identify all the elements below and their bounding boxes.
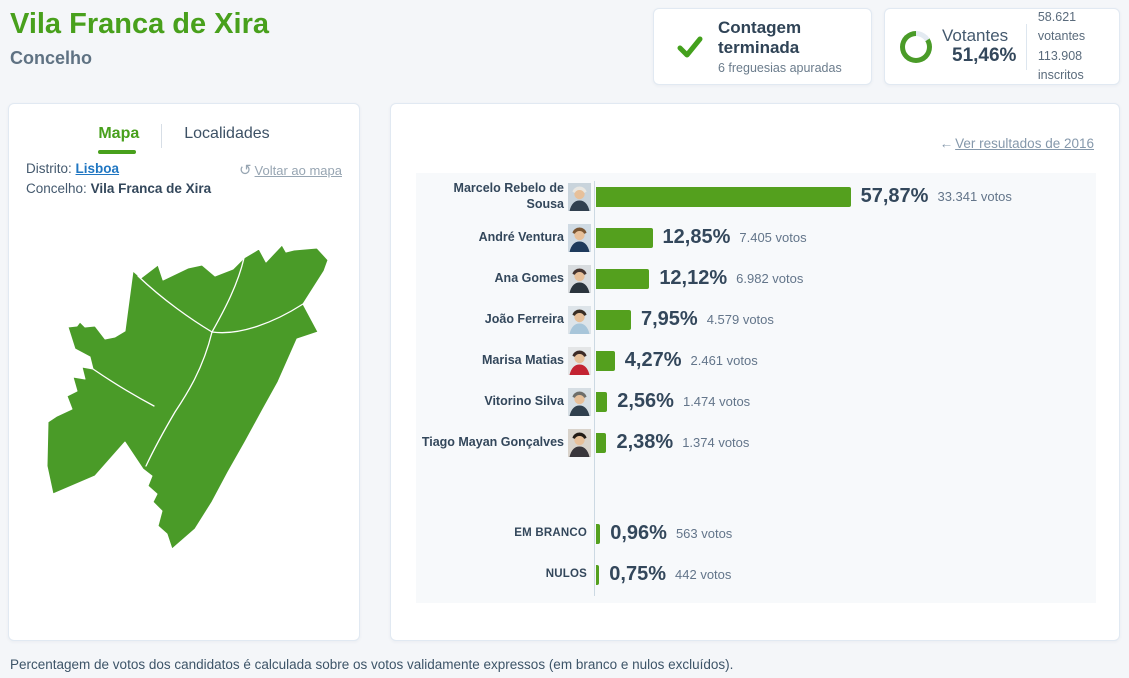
result-percent: 7,95% <box>640 308 698 330</box>
turnout-voters: 58.621 votantes <box>1037 9 1086 44</box>
count-status-title: Contagem terminada <box>718 17 802 57</box>
count-status-subtitle: 6 freguesias apuradas <box>718 61 842 76</box>
district-label: Distrito: <box>26 161 72 176</box>
result-votes: 442 votos <box>675 567 732 582</box>
result-votes: 33.341 votos <box>937 189 1012 204</box>
candidate-name: Vitorino Silva <box>484 393 564 408</box>
result-bar <box>596 350 615 371</box>
council-line: Concelho: Vila Franca de Xira <box>26 181 342 196</box>
result-bar <box>596 186 851 207</box>
result-percent: 2,56% <box>617 390 674 412</box>
result-votes: 563 votos <box>675 526 733 541</box>
results-card: ← Ver resultados de 2016 Marcelo Rebelo d… <box>390 103 1120 641</box>
candidate-result-row: Tiago Mayan Gonçalves 2,38% 1.374 votos <box>416 422 1096 463</box>
candidate-result-row: NULOS 0,75% 442 votos <box>416 554 1096 595</box>
back-to-map-link[interactable]: ↺ Voltar ao mapa <box>238 162 342 179</box>
candidate-name: Marcelo Rebelo de Sousa <box>453 180 564 211</box>
candidate-result-row: Marisa Matias 4,27% 2.461 votos <box>416 340 1096 381</box>
district-link-lisboa[interactable]: Lisboa <box>75 161 120 176</box>
candidate-name: Marisa Matias <box>482 352 564 367</box>
map-card: Mapa Localidades ↺ Voltar ao mapa Distrit… <box>8 103 360 641</box>
candidate-name: Ana Gomes <box>494 270 564 285</box>
candidate-photo <box>568 223 591 252</box>
tab-localidades[interactable]: Localidades <box>184 125 270 142</box>
map-tabs: Mapa Localidades <box>9 124 359 154</box>
candidate-result-row: Vitorino Silva 2,56% 1.474 votos <box>416 381 1096 422</box>
result-bar <box>596 523 601 544</box>
page-title: Vila Franca de Xira <box>10 8 269 40</box>
turnout-registered: 113.908 inscritos <box>1037 48 1084 82</box>
candidate-photo <box>568 387 591 416</box>
result-bar <box>596 309 631 330</box>
turnout-label: Votantes <box>942 25 1009 45</box>
result-votes: 6.982 votos <box>736 271 804 286</box>
result-bar <box>596 432 607 453</box>
undo-arrow-icon: ↺ <box>238 162 252 179</box>
candidate-result-row: Ana Gomes 12,12% 6.982 votos <box>416 258 1096 299</box>
arrow-left-icon: ← <box>939 136 954 151</box>
turnout-donut-icon <box>900 30 932 63</box>
candidate-photo <box>568 305 591 334</box>
result-votes: 1.374 votos <box>682 435 750 450</box>
municipality-map-shape <box>46 244 329 550</box>
tab-mapa[interactable]: Mapa <box>76 125 161 154</box>
result-votes: 4.579 votos <box>706 312 774 327</box>
candidate-photo <box>568 182 591 211</box>
result-bar <box>596 227 653 248</box>
candidate-photo <box>568 428 591 457</box>
back-to-2016-link[interactable]: ← Ver resultados de 2016 <box>939 136 1094 151</box>
chart-baseline <box>594 181 595 596</box>
result-percent: 2,38% <box>616 431 674 453</box>
municipality-map[interactable] <box>35 244 335 559</box>
chart-rows: Marcelo Rebelo de Sousa 57,87% 33.341 vo… <box>416 173 1096 595</box>
council-value: Vila Franca de Xira <box>90 181 212 196</box>
candidate-result-row: André Ventura 12,85% 7.405 votos <box>416 217 1096 258</box>
candidate-photo <box>568 264 591 293</box>
result-bar <box>596 564 600 585</box>
candidate-result-row: EM BRANCO 0,96% 563 votos <box>416 513 1096 554</box>
result-percent: 57,87% <box>860 185 929 207</box>
result-votes: 7.405 votos <box>739 230 807 245</box>
result-bar <box>596 391 608 412</box>
candidate-name: NULOS <box>545 568 587 581</box>
candidate-result-row: João Ferreira 7,95% 4.579 votos <box>416 299 1096 340</box>
candidate-name: Tiago Mayan Gonçalves <box>421 434 564 449</box>
result-percent: 4,27% <box>624 349 682 371</box>
active-tab-underline <box>98 150 137 154</box>
candidate-name: EM BRANCO <box>514 527 587 540</box>
result-percent: 12,12% <box>659 267 728 289</box>
council-label: Concelho: <box>26 181 87 196</box>
turnout-percent: 51,46% <box>952 45 1017 67</box>
turnout-card: Votantes 51,46% 58.621 votantes 113.908 … <box>884 8 1120 85</box>
result-bar <box>596 268 650 289</box>
result-percent: 0,96% <box>610 522 667 544</box>
checkmark-icon <box>677 36 703 57</box>
freguesia-borders <box>92 257 304 467</box>
divider <box>1026 23 1027 70</box>
result-votes: 1.474 votos <box>682 394 751 409</box>
result-votes: 2.461 votos <box>690 353 758 368</box>
result-percent: 0,75% <box>609 563 667 585</box>
district-line: ↺ Voltar ao mapa Distrito: Lisboa <box>26 161 342 179</box>
result-percent: 12,85% <box>662 226 731 248</box>
tab-divider <box>161 124 163 148</box>
candidate-name: André Ventura <box>478 229 564 244</box>
page-subtitle: Concelho <box>10 48 93 68</box>
footer-note: Percentagem de votos dos candidatos é ca… <box>10 657 734 672</box>
candidate-photo <box>568 346 591 375</box>
candidate-name: João Ferreira <box>484 311 564 326</box>
results-bar-chart: Marcelo Rebelo de Sousa 57,87% 33.341 vo… <box>416 173 1096 603</box>
count-status-card: Contagem terminada 6 freguesias apuradas <box>653 8 872 85</box>
candidate-result-row: Marcelo Rebelo de Sousa 57,87% 33.341 vo… <box>416 176 1096 217</box>
